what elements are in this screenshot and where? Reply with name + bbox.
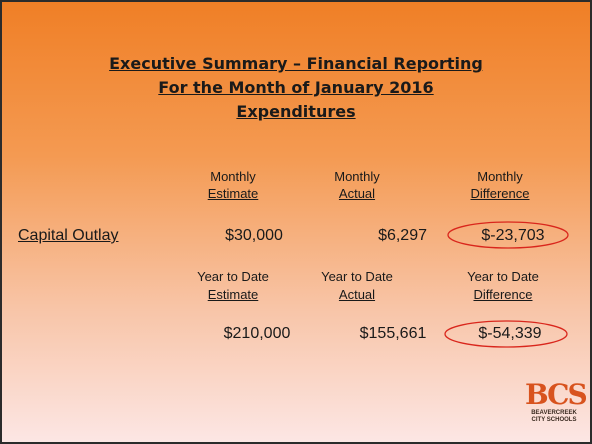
value: $-54,339: [478, 325, 542, 342]
highlight-ellipse: [447, 221, 569, 249]
logo: BCS BEAVERCREEK CITY SCHOOLS: [525, 378, 588, 424]
logo-text: BEAVERCREEK: [531, 410, 577, 416]
header: Year to Date: [467, 269, 539, 284]
value: $210,000: [223, 325, 291, 342]
title: For the Month of January 2016: [158, 78, 434, 97]
header: Monthly: [334, 169, 380, 184]
title: Executive Summary – Financial Reporting: [109, 54, 483, 73]
logo-text: CITY SCHOOLS: [531, 417, 577, 423]
logo-letters: BCS: [525, 378, 588, 411]
header: Year to Date: [321, 269, 393, 284]
header: Actual: [338, 287, 376, 302]
value: $-23,703: [481, 227, 545, 244]
header: Year to Date: [197, 269, 269, 284]
row-label: Capital Outlay: [18, 227, 119, 244]
header: Monthly: [210, 169, 256, 184]
header: Difference: [473, 287, 533, 302]
header: Difference: [470, 186, 530, 201]
header: Actual: [338, 186, 376, 201]
title: Expenditures: [236, 102, 356, 121]
header: Estimate: [207, 186, 259, 201]
value: $155,661: [359, 325, 427, 342]
header: Estimate: [207, 287, 259, 302]
header: Monthly: [477, 169, 523, 184]
highlight-ellipse: [444, 320, 568, 348]
value: $30,000: [225, 227, 283, 244]
value: $6,297: [378, 227, 427, 244]
